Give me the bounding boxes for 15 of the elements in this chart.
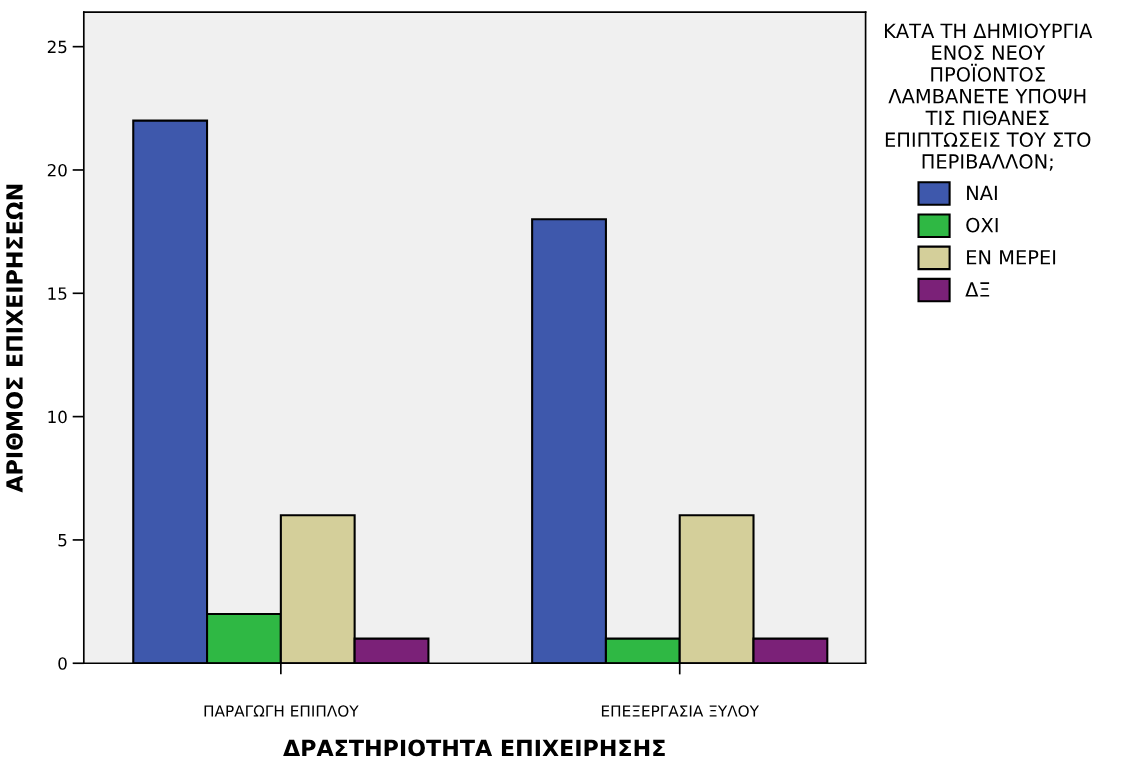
x-tick-label: ΕΠΕΞΕΡΓΑΣΙΑ ΞΥΛΟΥ — [601, 705, 760, 717]
y-tick-label: 25 — [47, 40, 67, 54]
legend-label: ΕΝ ΜΕΡΕΙ — [967, 250, 1056, 265]
legend-title: ΚΑΤΑ ΤΗ ΔΗΜΙΟΥΡΓΙΑ ΕΝΟΣ ΝΕΟΥ ΠΡΟΪΟΝΤΟΣ ΛΑΜΒΑΝΕΤΕ ΥΠΟΨΗ ΤΙΣ ΠΙΘΑΝΕΣ ΕΠΙΠΤΩΣΕΙΣ ΤΟΥ ΣΤΟ ΠΕΡΙΒΑΛΛΟΝ; — [885, 23, 1093, 171]
y-tick-label: 20 — [47, 163, 67, 177]
legend-label: ΝΑΙ — [967, 185, 997, 200]
y-axis-title: ΑΡΙΘΜΟΣ ΕΠΙΧΕΙΡΗΣΕΩΝ — [6, 184, 23, 493]
x-tick-label: ΠΑΡΑΓΩΓΗ ΕΠΙΠΛΟΥ — [204, 705, 359, 717]
legend-label: ΔΞ — [965, 282, 990, 297]
y-tick-label: 5 — [58, 534, 67, 547]
y-tick-label: 10 — [48, 410, 67, 424]
legend-label: ΟΧΙ — [966, 217, 998, 233]
y-tick-label: 15 — [48, 287, 67, 300]
x-axis-title: ΔΡΑΣΤΗΡΙΟΤΗΤΑ ΕΠΙΧΕΙΡΗΣΗΣ — [283, 739, 665, 757]
y-tick-label: 0 — [58, 657, 67, 670]
